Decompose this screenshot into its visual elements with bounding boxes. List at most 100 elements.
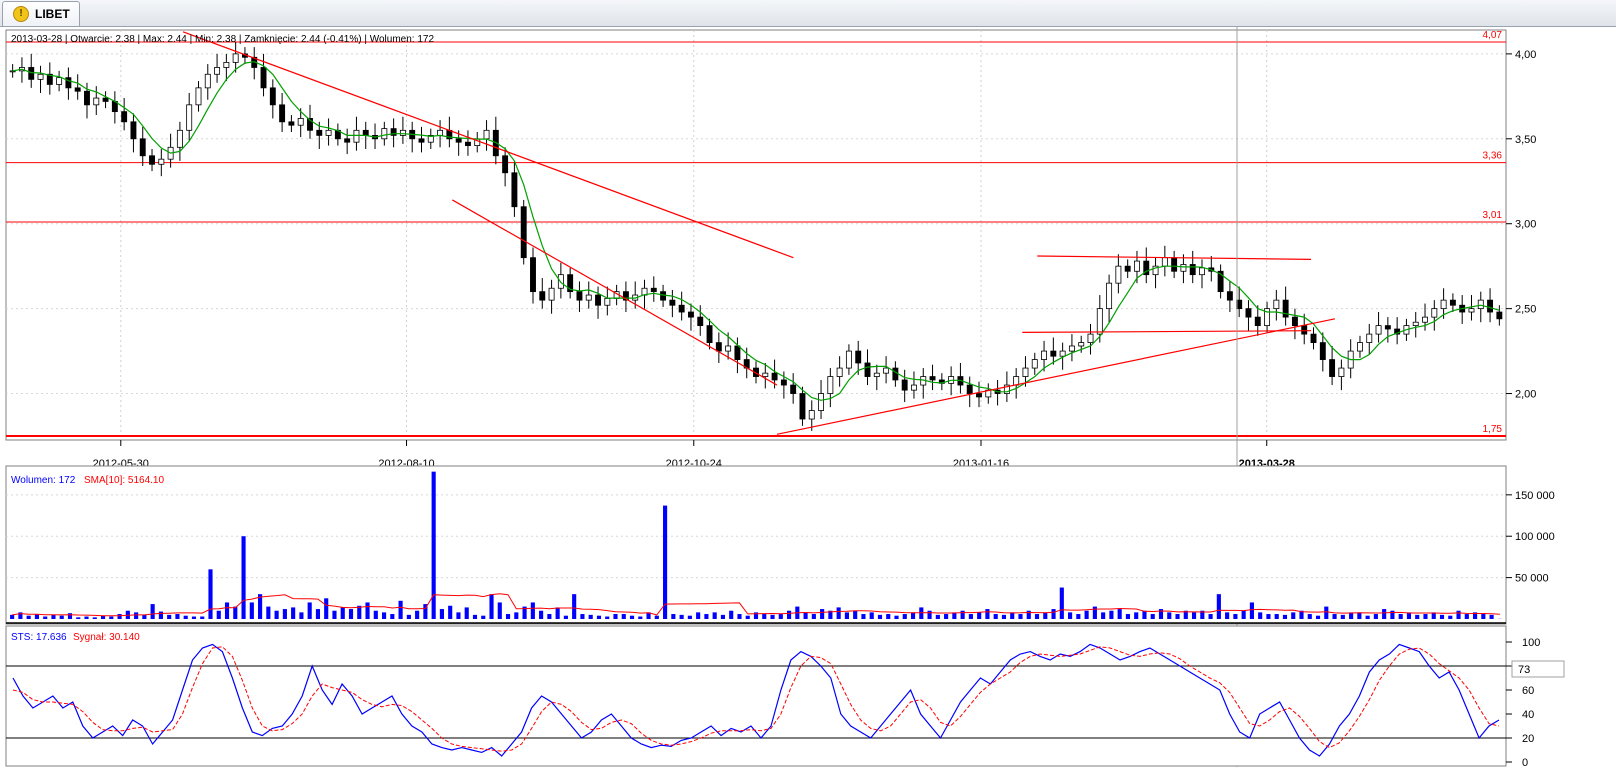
volume-bar: [299, 612, 304, 619]
candle-body: [344, 138, 351, 143]
candle-body: [734, 345, 741, 360]
candle-body: [139, 138, 146, 157]
candle-body: [1087, 333, 1094, 343]
candle-body: [1124, 265, 1131, 272]
volume-bar: [1266, 614, 1271, 619]
candle-body: [149, 155, 155, 165]
sts-y-tick-label: 40: [1522, 709, 1534, 721]
candle-body: [1496, 311, 1503, 320]
candle-body: [1050, 350, 1057, 357]
candle-body: [650, 287, 657, 293]
volume-bar: [1349, 612, 1354, 619]
candle-body: [102, 97, 109, 102]
volume-bar: [1390, 610, 1395, 619]
chart-area[interactable]: 4,07 3,36 3,01 1,75 4,00 3,50 3,00 2,50 2,00 20…: [0, 26, 1616, 767]
candle-body: [827, 376, 834, 394]
volume-bar: [357, 605, 362, 619]
volume-bar: [489, 594, 494, 619]
volume-bar: [704, 614, 709, 619]
candle-body: [622, 291, 629, 301]
volume-bar: [1167, 612, 1172, 619]
volume-bar: [18, 612, 23, 619]
candle-body: [1013, 376, 1020, 386]
candle-body: [297, 118, 304, 126]
candle-body: [418, 138, 425, 143]
sts-y-tick-label: 20: [1522, 733, 1534, 745]
tab-libet[interactable]: ! LIBET: [2, 1, 80, 26]
volume-bar: [952, 612, 957, 619]
volume-bar: [737, 614, 742, 619]
volume-bar: [1208, 614, 1213, 619]
candle-body: [576, 291, 583, 301]
volume-bar: [927, 610, 932, 619]
volume-bar: [1332, 614, 1337, 619]
volume-bar: [158, 611, 163, 619]
candle-body: [427, 135, 434, 143]
candle-body: [688, 311, 694, 318]
volume-bar: [712, 612, 717, 619]
candle-body: [660, 291, 667, 301]
y-tick-label: 4,00: [1515, 49, 1536, 61]
candle-body: [37, 73, 44, 80]
candle-body: [1440, 299, 1447, 310]
volume-bar: [588, 614, 593, 619]
volume-bar: [1398, 614, 1403, 619]
volume-bar: [216, 610, 221, 619]
volume-sma-line: [12, 593, 1500, 617]
candle-body: [1161, 257, 1168, 267]
candle-body: [121, 111, 128, 123]
volume-bar: [1282, 614, 1288, 619]
candle-body: [1310, 333, 1317, 343]
candle-body: [464, 141, 471, 146]
candle-body: [966, 384, 973, 394]
candle-body: [353, 129, 360, 143]
sts-line: [12, 643, 1500, 757]
volume-bar: [993, 614, 998, 619]
candle-body: [1431, 308, 1438, 318]
volume-bar: [340, 607, 345, 619]
level-label: 3,36: [1483, 151, 1503, 162]
volume-bar: [621, 614, 626, 619]
volume-bar: [456, 612, 461, 619]
candle-body: [1189, 264, 1196, 276]
candle-body: [855, 350, 862, 364]
volume-bar: [729, 610, 734, 619]
volume-bar: [505, 614, 511, 619]
volume-bar: [1150, 614, 1155, 619]
candle-body: [1180, 264, 1187, 272]
candle-body: [65, 77, 72, 89]
level-label: 3,01: [1483, 210, 1503, 221]
volume-bar: [382, 612, 387, 619]
sts-panel: [5, 625, 1507, 767]
volume-bar: [1373, 614, 1378, 619]
volume-bar: [291, 607, 296, 619]
volume-bar: [1183, 610, 1188, 619]
sts-y-tick-label: 100: [1522, 637, 1540, 649]
volume-bar: [596, 615, 602, 619]
candle-body: [790, 384, 797, 394]
volume-bar: [555, 607, 560, 619]
candle-body: [483, 129, 490, 140]
trendline: [776, 318, 1336, 435]
candle-body: [1477, 299, 1484, 310]
candle-body: [1487, 299, 1494, 313]
sts-value-box[interactable]: [1511, 660, 1565, 678]
volume-bar: [1018, 614, 1023, 619]
volume-y-tick-label: 150 000: [1515, 490, 1555, 502]
volume-bar: [1084, 610, 1089, 619]
volume-bar: [1034, 614, 1040, 619]
candle-body: [269, 87, 276, 106]
candle-body: [771, 372, 778, 381]
volume-bar: [1191, 612, 1197, 619]
volume-bar: [935, 614, 940, 619]
candle-body: [1096, 308, 1103, 335]
candle-body: [1375, 325, 1382, 335]
volume-legend: Wolumen: 172: [11, 475, 76, 486]
volume-bar: [390, 614, 395, 619]
sts-y-tick-label: 60: [1522, 685, 1534, 697]
volume-bar: [762, 614, 767, 619]
volume-bar: [563, 615, 568, 619]
volume-bar: [613, 614, 618, 619]
volume-bar: [76, 617, 81, 619]
volume-bar: [1216, 594, 1221, 619]
